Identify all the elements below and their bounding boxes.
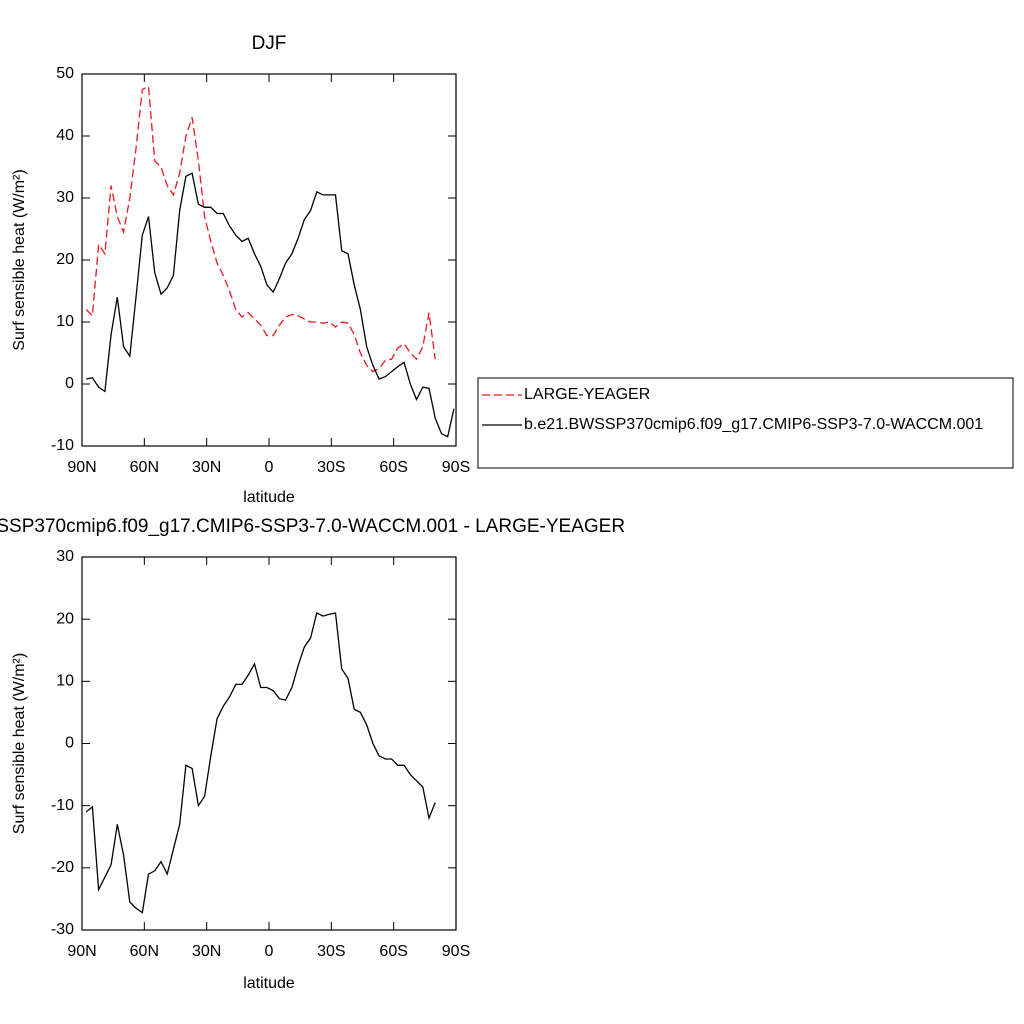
x-tick-label: 30S (317, 459, 345, 476)
x-tick-label: 60N (130, 943, 159, 960)
legend-box (477, 377, 1014, 469)
x-tick-label: 30S (317, 943, 345, 960)
y-tick-label: 40 (56, 127, 74, 144)
y-tick-label: 50 (56, 65, 74, 82)
y-tick-label: 0 (65, 375, 74, 392)
y-tick-label: -10 (51, 797, 74, 814)
y-axis-label: Surf sensible heat (W/m²) (11, 169, 28, 350)
y-tick-label: -20 (51, 859, 74, 876)
x-tick-label: 90N (67, 459, 96, 476)
x-tick-label: 60S (379, 459, 407, 476)
x-tick-label: 0 (265, 943, 274, 960)
y-tick-label: -30 (51, 921, 74, 938)
x-tick-label: 30N (192, 943, 221, 960)
x-tick-label: 60S (379, 943, 407, 960)
plot-frame (81, 73, 457, 447)
x-tick-label: 90S (442, 459, 470, 476)
x-tick-label: 60N (130, 459, 159, 476)
x-tick-label: 90S (442, 943, 470, 960)
y-tick-label: 10 (56, 313, 74, 330)
x-tick-label: 30N (192, 459, 221, 476)
y-tick-label: 20 (56, 251, 74, 268)
legend-label: LARGE-YEAGER (524, 386, 650, 403)
y-tick-label: 0 (65, 735, 74, 752)
y-axis-label: Surf sensible heat (W/m²) (11, 653, 28, 834)
data-line (85, 85, 436, 373)
y-tick-label: 10 (56, 673, 74, 690)
y-tick-label: -10 (51, 437, 74, 454)
x-axis-label: latitude (243, 489, 295, 506)
y-tick-label: 30 (56, 548, 74, 565)
y-tick-label: 20 (56, 610, 74, 627)
x-axis-label: latitude (243, 975, 295, 992)
chart-title: DJF (252, 33, 287, 54)
data-line (86, 172, 455, 438)
legend-label: b.e21.BWSSP370cmip6.f09_g17.CMIP6-SSP3-7… (524, 416, 983, 433)
chart-title: b.e21.BWSSP370cmip6.f09_g17.CMIP6-SSP3-7… (0, 516, 625, 537)
x-tick-label: 90N (67, 943, 96, 960)
plot-frame (81, 556, 457, 931)
y-tick-label: 30 (56, 189, 74, 206)
data-line (85, 612, 436, 914)
x-tick-label: 0 (265, 459, 274, 476)
